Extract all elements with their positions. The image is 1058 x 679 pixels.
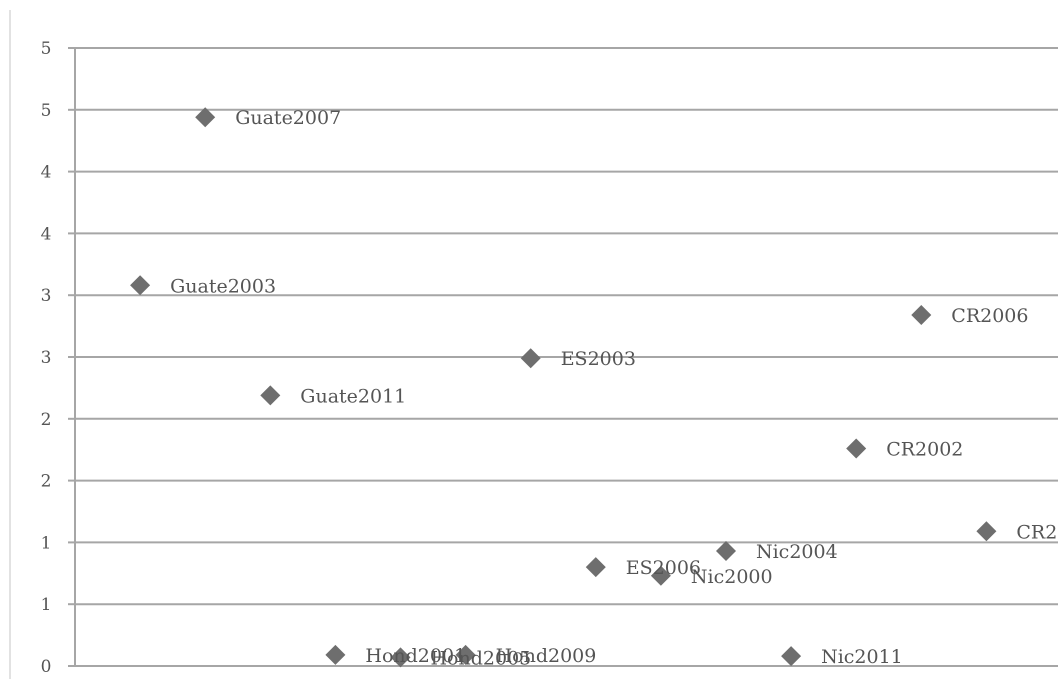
y-tick-label: 1 [41, 533, 52, 553]
data-point-label: Guate2011 [300, 385, 406, 407]
y-tick-label: 3 [41, 286, 52, 306]
y-tick-label: 4 [41, 224, 52, 244]
y-tick-label: 3 [41, 348, 52, 368]
y-tick-label: 1 [41, 595, 52, 615]
data-points [130, 107, 997, 668]
data-point-label: Nic2000 [691, 566, 773, 588]
y-tick-label: 2 [41, 472, 52, 492]
data-point-marker [976, 521, 997, 542]
data-point-marker [325, 644, 346, 665]
data-point-marker [390, 647, 411, 668]
data-point-label: ES2006 [626, 557, 701, 579]
data-point-marker [260, 385, 281, 406]
y-tick-label: 0 [41, 657, 52, 677]
y-tick-label: 5 [41, 101, 52, 121]
data-point-marker [650, 565, 671, 586]
data-point-marker [846, 438, 867, 459]
data-point-label: Guate2007 [235, 107, 341, 129]
data-point-label: ES2003 [561, 348, 636, 370]
data-point-marker [715, 541, 736, 562]
y-tick-label: 2 [41, 410, 52, 430]
data-point-label: Nic2011 [821, 646, 903, 668]
data-point-marker [455, 644, 476, 665]
data-point-marker [585, 557, 606, 578]
data-point-marker [195, 107, 216, 128]
data-point-marker [781, 646, 802, 667]
data-point-label: CR2002 [886, 438, 963, 460]
data-point-marker [911, 304, 932, 325]
y-tick-label: 4 [41, 163, 52, 183]
data-labels: Guate2007Guate2003Guate2011ES2003ES2006N… [170, 107, 1058, 669]
data-point-label: CR2010 [1016, 521, 1058, 543]
data-point-label: Hond2005 [430, 647, 531, 669]
data-point-label: CR2006 [951, 305, 1028, 327]
data-point-label: Guate2003 [170, 275, 276, 297]
y-tick-label: 5 [41, 39, 52, 59]
data-point-label: Nic2004 [756, 541, 838, 563]
data-point-label: Hond2009 [496, 645, 597, 667]
gridlines [9, 10, 1058, 679]
data-point-marker [520, 348, 541, 369]
data-point-marker [130, 275, 151, 296]
y-axis: 0 1 1 2 2 3 3 4 4 5 5 [41, 39, 76, 677]
data-point-label: Hond2001 [365, 645, 466, 667]
